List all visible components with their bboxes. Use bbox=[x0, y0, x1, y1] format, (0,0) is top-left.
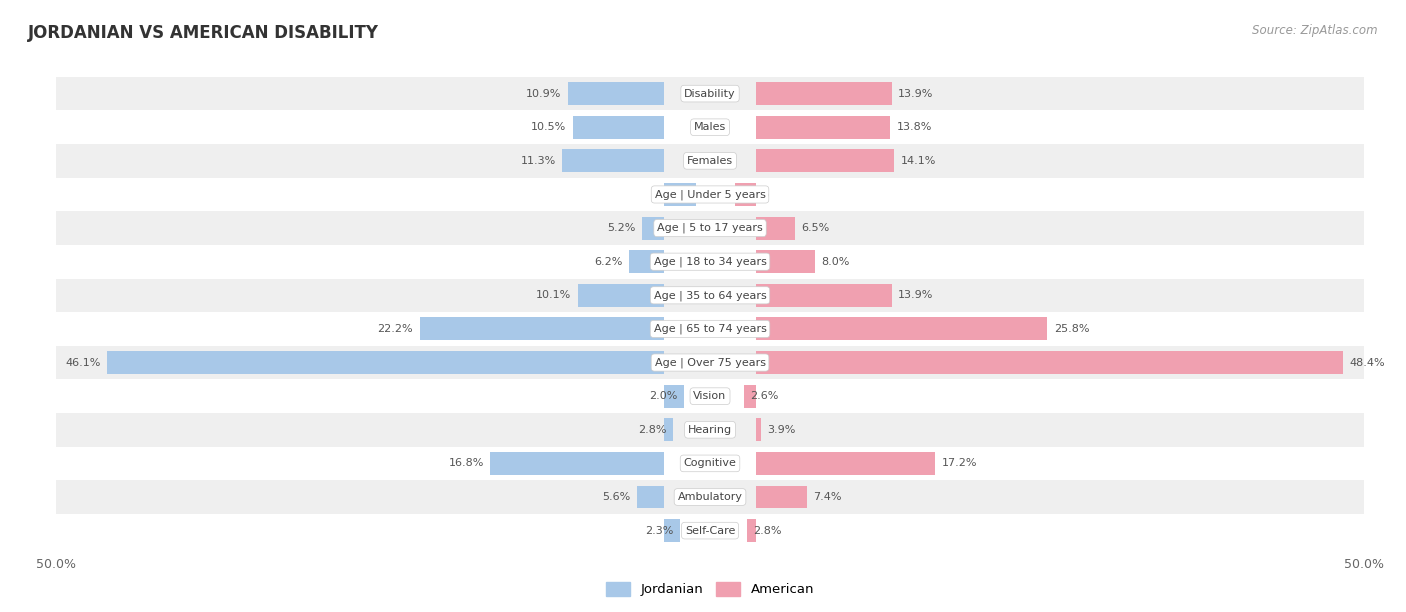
Bar bbox=[664, 385, 683, 408]
Text: JORDANIAN VS AMERICAN DISABILITY: JORDANIAN VS AMERICAN DISABILITY bbox=[28, 24, 380, 42]
FancyBboxPatch shape bbox=[56, 245, 1364, 278]
FancyBboxPatch shape bbox=[56, 413, 1364, 447]
Bar bbox=[568, 82, 664, 105]
FancyBboxPatch shape bbox=[56, 379, 1364, 413]
Text: 8.0%: 8.0% bbox=[821, 256, 849, 267]
FancyBboxPatch shape bbox=[56, 480, 1364, 514]
Bar bbox=[637, 485, 664, 509]
Bar bbox=[747, 519, 756, 542]
Text: 6.5%: 6.5% bbox=[801, 223, 830, 233]
Bar bbox=[756, 318, 1047, 340]
Bar bbox=[664, 519, 681, 542]
Text: 17.2%: 17.2% bbox=[942, 458, 977, 468]
Text: Females: Females bbox=[688, 156, 733, 166]
Text: Age | Under 5 years: Age | Under 5 years bbox=[655, 189, 765, 200]
Bar bbox=[578, 284, 664, 307]
Text: 2.8%: 2.8% bbox=[754, 526, 782, 536]
Bar bbox=[420, 318, 664, 340]
Text: Age | 65 to 74 years: Age | 65 to 74 years bbox=[654, 324, 766, 334]
Bar bbox=[756, 82, 891, 105]
Text: Source: ZipAtlas.com: Source: ZipAtlas.com bbox=[1253, 24, 1378, 37]
Bar bbox=[107, 351, 664, 374]
Text: 5.6%: 5.6% bbox=[602, 492, 630, 502]
Text: 22.2%: 22.2% bbox=[378, 324, 413, 334]
Text: Vision: Vision bbox=[693, 391, 727, 401]
Text: 1.1%: 1.1% bbox=[661, 190, 689, 200]
Text: 6.2%: 6.2% bbox=[595, 256, 623, 267]
Text: Self-Care: Self-Care bbox=[685, 526, 735, 536]
Text: 16.8%: 16.8% bbox=[449, 458, 484, 468]
Text: Age | 35 to 64 years: Age | 35 to 64 years bbox=[654, 290, 766, 300]
Text: 13.8%: 13.8% bbox=[897, 122, 932, 132]
Bar bbox=[572, 116, 664, 139]
FancyBboxPatch shape bbox=[56, 312, 1364, 346]
Text: 13.9%: 13.9% bbox=[898, 290, 934, 300]
Text: 10.5%: 10.5% bbox=[531, 122, 567, 132]
Text: Cognitive: Cognitive bbox=[683, 458, 737, 468]
Bar bbox=[756, 485, 807, 509]
FancyBboxPatch shape bbox=[56, 346, 1364, 379]
FancyBboxPatch shape bbox=[56, 177, 1364, 211]
Text: 7.4%: 7.4% bbox=[813, 492, 842, 502]
Text: 1.9%: 1.9% bbox=[741, 190, 770, 200]
Text: 2.8%: 2.8% bbox=[638, 425, 666, 435]
Text: 10.9%: 10.9% bbox=[526, 89, 561, 99]
Bar bbox=[756, 149, 894, 172]
Text: 2.3%: 2.3% bbox=[645, 526, 673, 536]
Bar bbox=[562, 149, 664, 172]
Text: Hearing: Hearing bbox=[688, 425, 733, 435]
Text: Males: Males bbox=[695, 122, 725, 132]
Bar bbox=[756, 116, 890, 139]
FancyBboxPatch shape bbox=[56, 211, 1364, 245]
Text: 2.0%: 2.0% bbox=[650, 391, 678, 401]
Text: Age | Over 75 years: Age | Over 75 years bbox=[655, 357, 765, 368]
Bar bbox=[664, 419, 673, 441]
Bar bbox=[628, 250, 664, 273]
Text: 11.3%: 11.3% bbox=[520, 156, 555, 166]
Bar bbox=[744, 385, 756, 408]
Text: Age | 5 to 17 years: Age | 5 to 17 years bbox=[657, 223, 763, 233]
Text: Ambulatory: Ambulatory bbox=[678, 492, 742, 502]
Bar bbox=[756, 250, 814, 273]
FancyBboxPatch shape bbox=[56, 278, 1364, 312]
Text: 3.9%: 3.9% bbox=[768, 425, 796, 435]
Text: Age | 18 to 34 years: Age | 18 to 34 years bbox=[654, 256, 766, 267]
FancyBboxPatch shape bbox=[56, 110, 1364, 144]
Legend: Jordanian, American: Jordanian, American bbox=[600, 577, 820, 602]
Text: 10.1%: 10.1% bbox=[536, 290, 571, 300]
Text: 13.9%: 13.9% bbox=[898, 89, 934, 99]
FancyBboxPatch shape bbox=[56, 76, 1364, 110]
Bar bbox=[643, 217, 664, 239]
Text: 14.1%: 14.1% bbox=[901, 156, 936, 166]
Bar bbox=[756, 284, 891, 307]
Bar bbox=[664, 183, 696, 206]
Bar bbox=[756, 351, 1343, 374]
Text: 25.8%: 25.8% bbox=[1054, 324, 1090, 334]
Text: 48.4%: 48.4% bbox=[1350, 357, 1385, 368]
FancyBboxPatch shape bbox=[56, 514, 1364, 548]
Text: Disability: Disability bbox=[685, 89, 735, 99]
Text: 46.1%: 46.1% bbox=[65, 357, 101, 368]
Text: 5.2%: 5.2% bbox=[607, 223, 636, 233]
FancyBboxPatch shape bbox=[56, 144, 1364, 177]
Text: 2.6%: 2.6% bbox=[751, 391, 779, 401]
Bar bbox=[756, 419, 761, 441]
Bar bbox=[735, 183, 756, 206]
Bar bbox=[756, 217, 794, 239]
FancyBboxPatch shape bbox=[56, 447, 1364, 480]
Bar bbox=[756, 452, 935, 475]
Bar bbox=[491, 452, 664, 475]
